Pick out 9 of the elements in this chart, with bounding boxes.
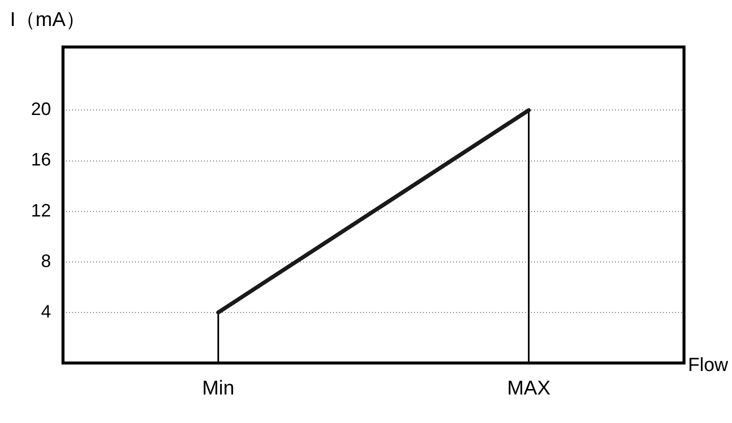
- y-tick-label: 12: [30, 200, 51, 220]
- y-axis-title: I（mA）: [10, 8, 86, 33]
- y-tick-label: 4: [40, 301, 51, 322]
- x-axis-title: Flow: [688, 355, 728, 377]
- x-tick-label: Min: [202, 378, 234, 400]
- y-tick-label: 20: [30, 99, 51, 120]
- y-tick-label: 8: [40, 250, 51, 271]
- y-tick-label: 16: [30, 150, 51, 170]
- x-tick-label: MAX: [507, 378, 550, 400]
